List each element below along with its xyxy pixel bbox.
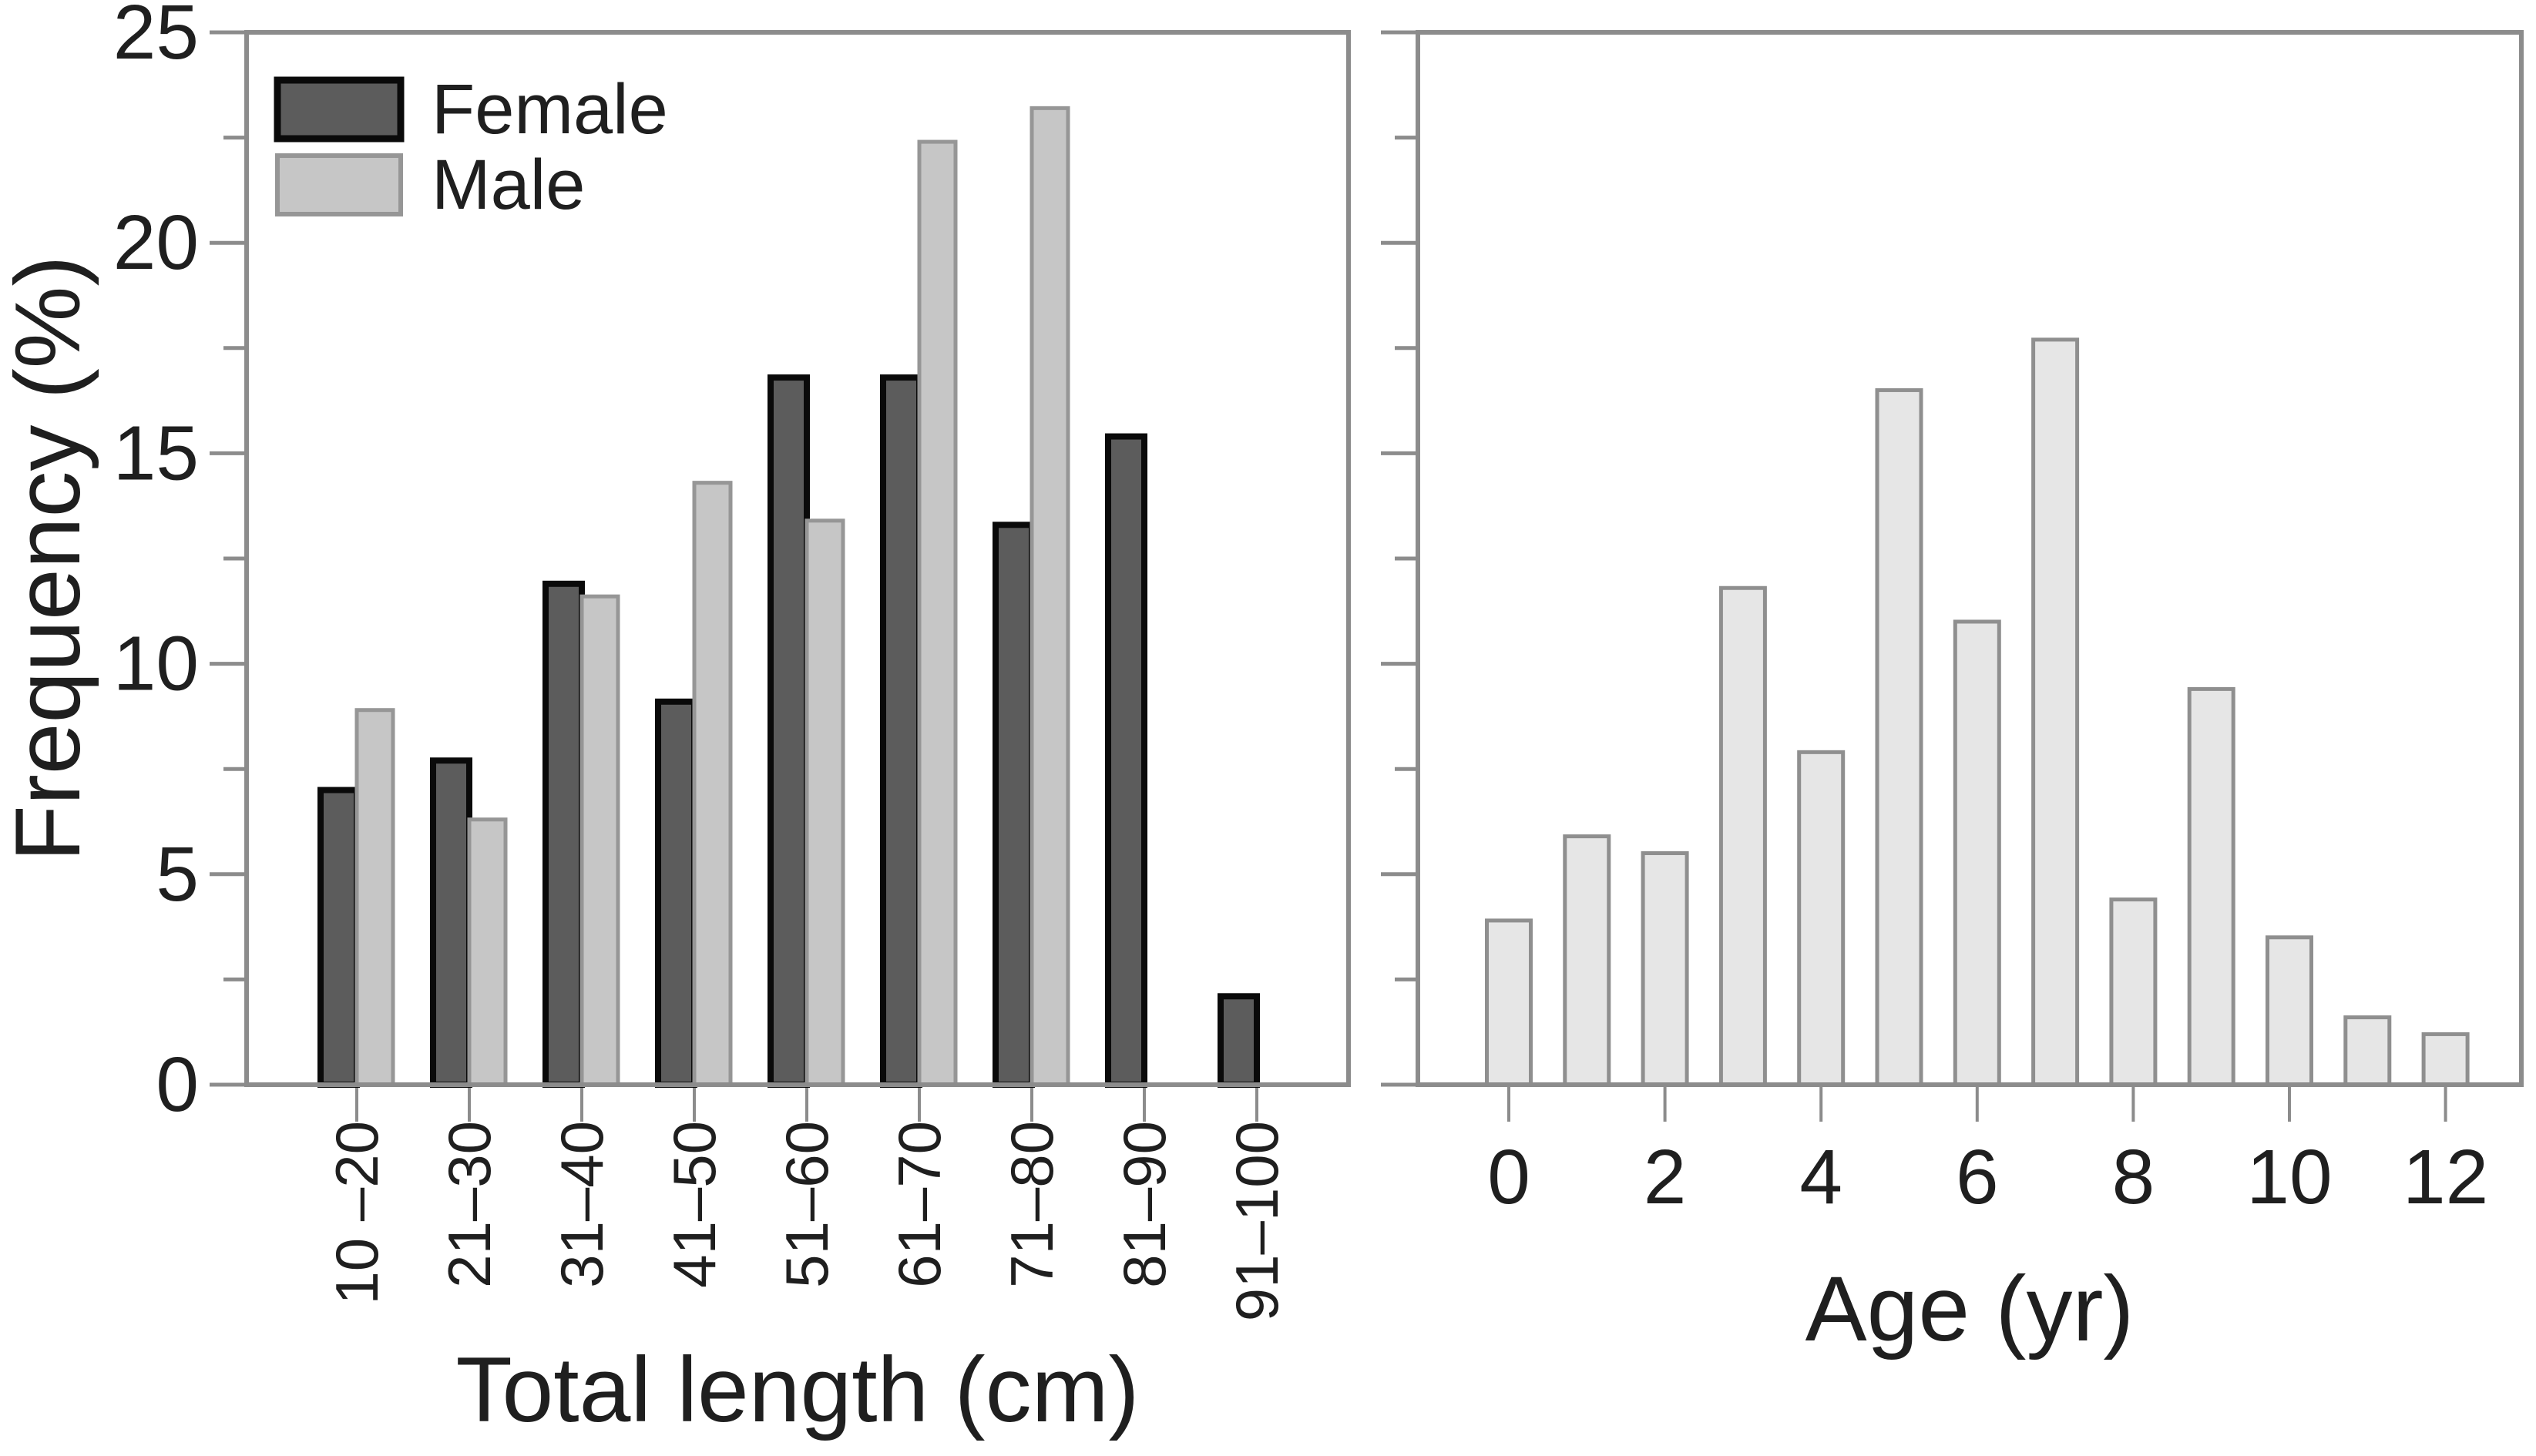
- age-bar: [1718, 585, 1767, 1087]
- age-bar: [1485, 918, 1533, 1087]
- age-bar: [2187, 686, 2235, 1087]
- length-frequency-plot-area: 0 5 10 15 20 25 10 –20 21–30 31–40 41–50 51–60 61–7…: [113, 0, 1351, 1321]
- male-bar: [1030, 106, 1070, 1087]
- y-tick-label: 15: [113, 410, 199, 496]
- female-bar: [542, 580, 585, 1088]
- right-x-axis-title: Age (yr): [1805, 1257, 2135, 1360]
- female-bar: [655, 698, 697, 1088]
- legend: Female Male: [274, 70, 668, 224]
- male-bar: [804, 518, 845, 1087]
- female-bar: [1218, 993, 1260, 1088]
- age-bar: [2109, 897, 2158, 1087]
- age-tick-label: 6: [1956, 1134, 1999, 1220]
- female-bar: [317, 787, 360, 1089]
- age-tick-label: 2: [1644, 1134, 1687, 1220]
- y-tick-label: 5: [156, 831, 199, 918]
- y-tick-label: 0: [156, 1042, 199, 1128]
- age-tick-label: 8: [2112, 1134, 2155, 1220]
- age-bar: [2343, 1015, 2392, 1087]
- male-legend-swatch: [275, 153, 403, 216]
- age-bar: [1563, 834, 1611, 1087]
- age-bar: [1953, 619, 2001, 1087]
- length-bin-label: 91–100: [1223, 1121, 1291, 1321]
- right-panel-frame: [1416, 30, 2524, 1087]
- length-bin-label: 10 –20: [323, 1121, 391, 1305]
- left-x-axis-title: Total length (cm): [456, 1338, 1140, 1441]
- age-bar: [2266, 935, 2313, 1087]
- age-bar: [1641, 850, 1689, 1087]
- y-tick-label: 10: [113, 621, 199, 707]
- female-bar: [1105, 433, 1147, 1088]
- age-bar: [2031, 337, 2080, 1087]
- age-tick-label: 0: [1487, 1134, 1530, 1220]
- female-legend-label: Female: [432, 70, 668, 149]
- y-tick-label: 25: [113, 0, 199, 75]
- female-legend-swatch: [274, 76, 405, 143]
- female-bar: [430, 757, 472, 1088]
- female-bar: [880, 374, 922, 1089]
- age-frequency-panel: 0 2 4 6 8 10 12 Age (yr): [1381, 30, 2524, 1360]
- female-bar: [768, 374, 810, 1089]
- male-bar: [692, 481, 733, 1087]
- male-bar: [579, 594, 620, 1087]
- age-tick-label: 12: [2403, 1134, 2488, 1220]
- length-frequency-panel: 0 5 10 15 20 25 10 –20 21–30 31–40 41–50 51–60 61–7…: [0, 0, 1351, 1441]
- age-tick-label: 4: [1799, 1134, 1842, 1220]
- left-panel-frame: [244, 30, 1351, 1087]
- length-bin-label: 51–60: [773, 1121, 841, 1288]
- length-bin-label: 81–90: [1110, 1121, 1178, 1288]
- y-tick-label: 20: [113, 200, 199, 286]
- male-legend-label: Male: [432, 146, 585, 224]
- left-y-axis-title: Frequency (%): [0, 256, 99, 862]
- male-bar: [354, 708, 395, 1087]
- age-bar: [1875, 387, 1923, 1087]
- age-bar: [2421, 1032, 2470, 1087]
- length-bin-label: 71–80: [998, 1121, 1066, 1288]
- age-bar: [1797, 750, 1846, 1087]
- age-tick-label: 10: [2246, 1134, 2332, 1220]
- length-bin-label: 61–70: [885, 1121, 953, 1288]
- female-bar: [993, 522, 1035, 1088]
- length-bin-label: 31–40: [548, 1121, 616, 1288]
- male-bar: [467, 817, 508, 1087]
- male-bar: [917, 139, 958, 1087]
- length-bin-label: 21–30: [435, 1121, 503, 1288]
- age-frequency-plot-area: 0 2 4 6 8 10 12: [1381, 30, 2524, 1220]
- length-bin-label: 41–50: [660, 1121, 728, 1288]
